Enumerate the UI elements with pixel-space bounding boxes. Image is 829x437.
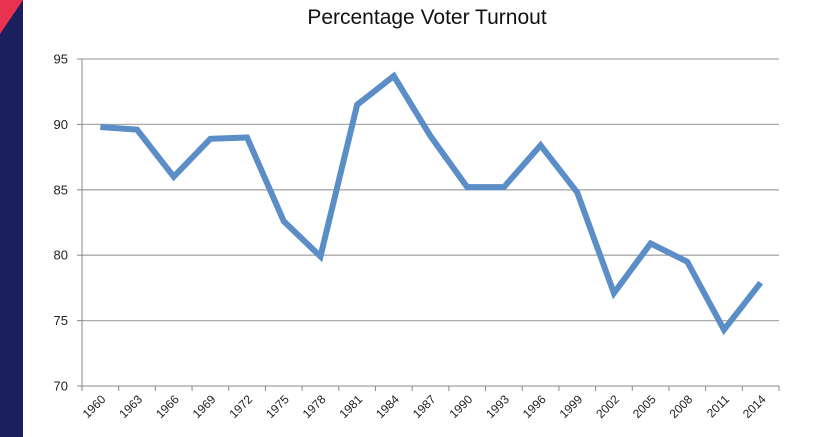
sidebar-accent-corner <box>0 0 23 34</box>
x-tick-label: 2014 <box>740 392 769 421</box>
x-tick-label: 1978 <box>300 392 329 421</box>
x-tick-label: 2002 <box>593 392 622 421</box>
y-tick-label: 70 <box>54 379 68 394</box>
x-tick-label: 1984 <box>373 392 402 421</box>
y-tick-label: 85 <box>54 182 68 197</box>
axis-layer <box>77 58 780 391</box>
series-layer <box>97 71 764 336</box>
x-tick-label: 1996 <box>520 392 549 421</box>
x-tick-label: 1993 <box>483 392 512 421</box>
x-tick-label: 2005 <box>630 392 659 421</box>
data-point-1999 <box>574 189 580 195</box>
x-tick-label: 1981 <box>336 392 365 421</box>
data-point-1978 <box>317 254 323 260</box>
data-point-2005 <box>648 240 654 246</box>
series-line-0 <box>100 71 764 336</box>
data-point-1993 <box>501 184 507 190</box>
x-tick-label: 1963 <box>116 392 145 421</box>
x-tick-label: 1960 <box>80 392 109 421</box>
data-point-2014 <box>758 280 764 286</box>
data-point-2002 <box>611 290 617 296</box>
x-tick-label: 1969 <box>190 392 219 421</box>
data-point-1990 <box>464 184 470 190</box>
x-tick-label: 2011 <box>704 392 732 420</box>
data-point-1966 <box>171 174 177 180</box>
data-point-1963 <box>134 127 140 133</box>
x-tick-label: 1966 <box>153 392 182 421</box>
data-point-1996 <box>538 142 544 148</box>
x-tick-labels: 1960 1963 1966 1969 1972 1975 1978 1981 1984 1987… <box>80 392 769 421</box>
data-point-1981 <box>354 102 360 108</box>
x-tick-label: 2008 <box>667 392 696 421</box>
data-point-1975 <box>281 218 287 224</box>
y-tick-labels: 70 75 80 85 90 95 <box>54 52 68 394</box>
data-point-1969 <box>207 136 213 142</box>
grid-layer <box>82 58 779 322</box>
sidebar-strip <box>0 0 23 437</box>
x-tick-label: 1987 <box>410 392 439 421</box>
y-tick-label: 75 <box>54 313 68 328</box>
data-point-2011 <box>721 327 727 333</box>
data-point-1984 <box>391 73 397 79</box>
data-point-1960 <box>97 124 103 130</box>
x-tick-label: 1990 <box>447 392 476 421</box>
data-point-1987 <box>428 133 434 139</box>
y-tick-label: 95 <box>54 52 68 67</box>
chart-title: Percentage Voter Turnout <box>307 6 547 29</box>
y-tick-label: 80 <box>54 248 68 263</box>
x-tick-label: 1972 <box>226 392 255 421</box>
x-tick-label: 1975 <box>263 392 292 421</box>
x-tick-label: 1999 <box>557 392 586 421</box>
data-point-1972 <box>244 134 250 140</box>
y-tick-label: 90 <box>54 117 68 132</box>
data-point-2008 <box>684 259 690 265</box>
